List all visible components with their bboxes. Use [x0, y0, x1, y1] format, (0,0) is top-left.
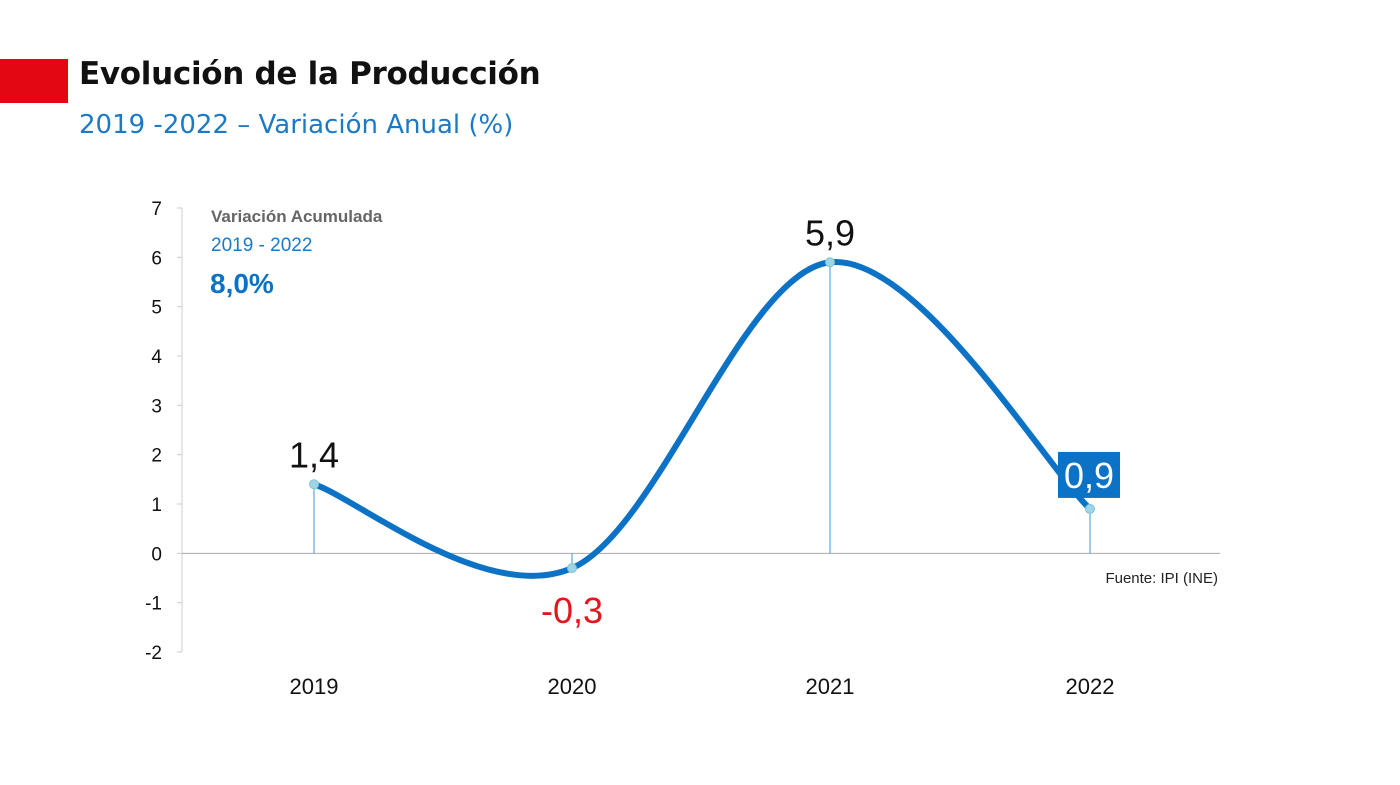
page-title: Evolución de la Producción — [79, 56, 541, 92]
annotation-period: 2019 - 2022 — [211, 235, 312, 256]
y-tick-label: 1 — [151, 495, 162, 516]
data-label: 1,4 — [289, 434, 339, 475]
y-tick-label: 0 — [151, 544, 162, 565]
data-label: 0,9 — [1064, 455, 1114, 496]
data-point — [1085, 503, 1095, 514]
y-tick-label: 4 — [151, 347, 162, 368]
y-tick-label: 6 — [151, 248, 162, 269]
page-subtitle: 2019 -2022 – Variación Anual (%) — [79, 110, 514, 140]
data-labels: 1,4 -0,3 5,9 0,9 — [289, 212, 1120, 631]
data-label-background — [1058, 451, 1120, 498]
x-tick-label: 2021 — [806, 674, 855, 699]
annotation-value: 8,0% — [210, 268, 274, 299]
title-accent-bar — [0, 59, 68, 103]
data-point — [309, 479, 319, 490]
x-tick-label: 2020 — [548, 674, 597, 699]
y-tick-label: -2 — [145, 643, 162, 664]
data-label: 5,9 — [805, 212, 855, 253]
x-tick-label: 2019 — [290, 674, 339, 699]
y-tick-label: 5 — [151, 298, 162, 319]
annotation-label: Variación Acumulada — [211, 207, 383, 226]
data-label: -0,3 — [541, 590, 603, 631]
source-note: Fuente: IPI (INE) — [1105, 570, 1218, 587]
x-tick-label: 2022 — [1066, 674, 1115, 699]
y-tick-label: 2 — [151, 446, 162, 467]
series-line-group — [311, 259, 1093, 579]
data-point — [567, 563, 577, 574]
data-point — [825, 257, 835, 268]
chart-axes: -2 -1 0 1 2 3 4 5 6 7 2019 2020 2021 2022 — [145, 199, 1220, 699]
y-tick-label: -1 — [145, 594, 162, 615]
drop-lines — [313, 262, 1091, 569]
series-line — [311, 259, 1093, 579]
y-tick-label: 3 — [151, 396, 162, 417]
data-points — [309, 257, 1095, 574]
y-tick-label: 7 — [151, 199, 162, 220]
